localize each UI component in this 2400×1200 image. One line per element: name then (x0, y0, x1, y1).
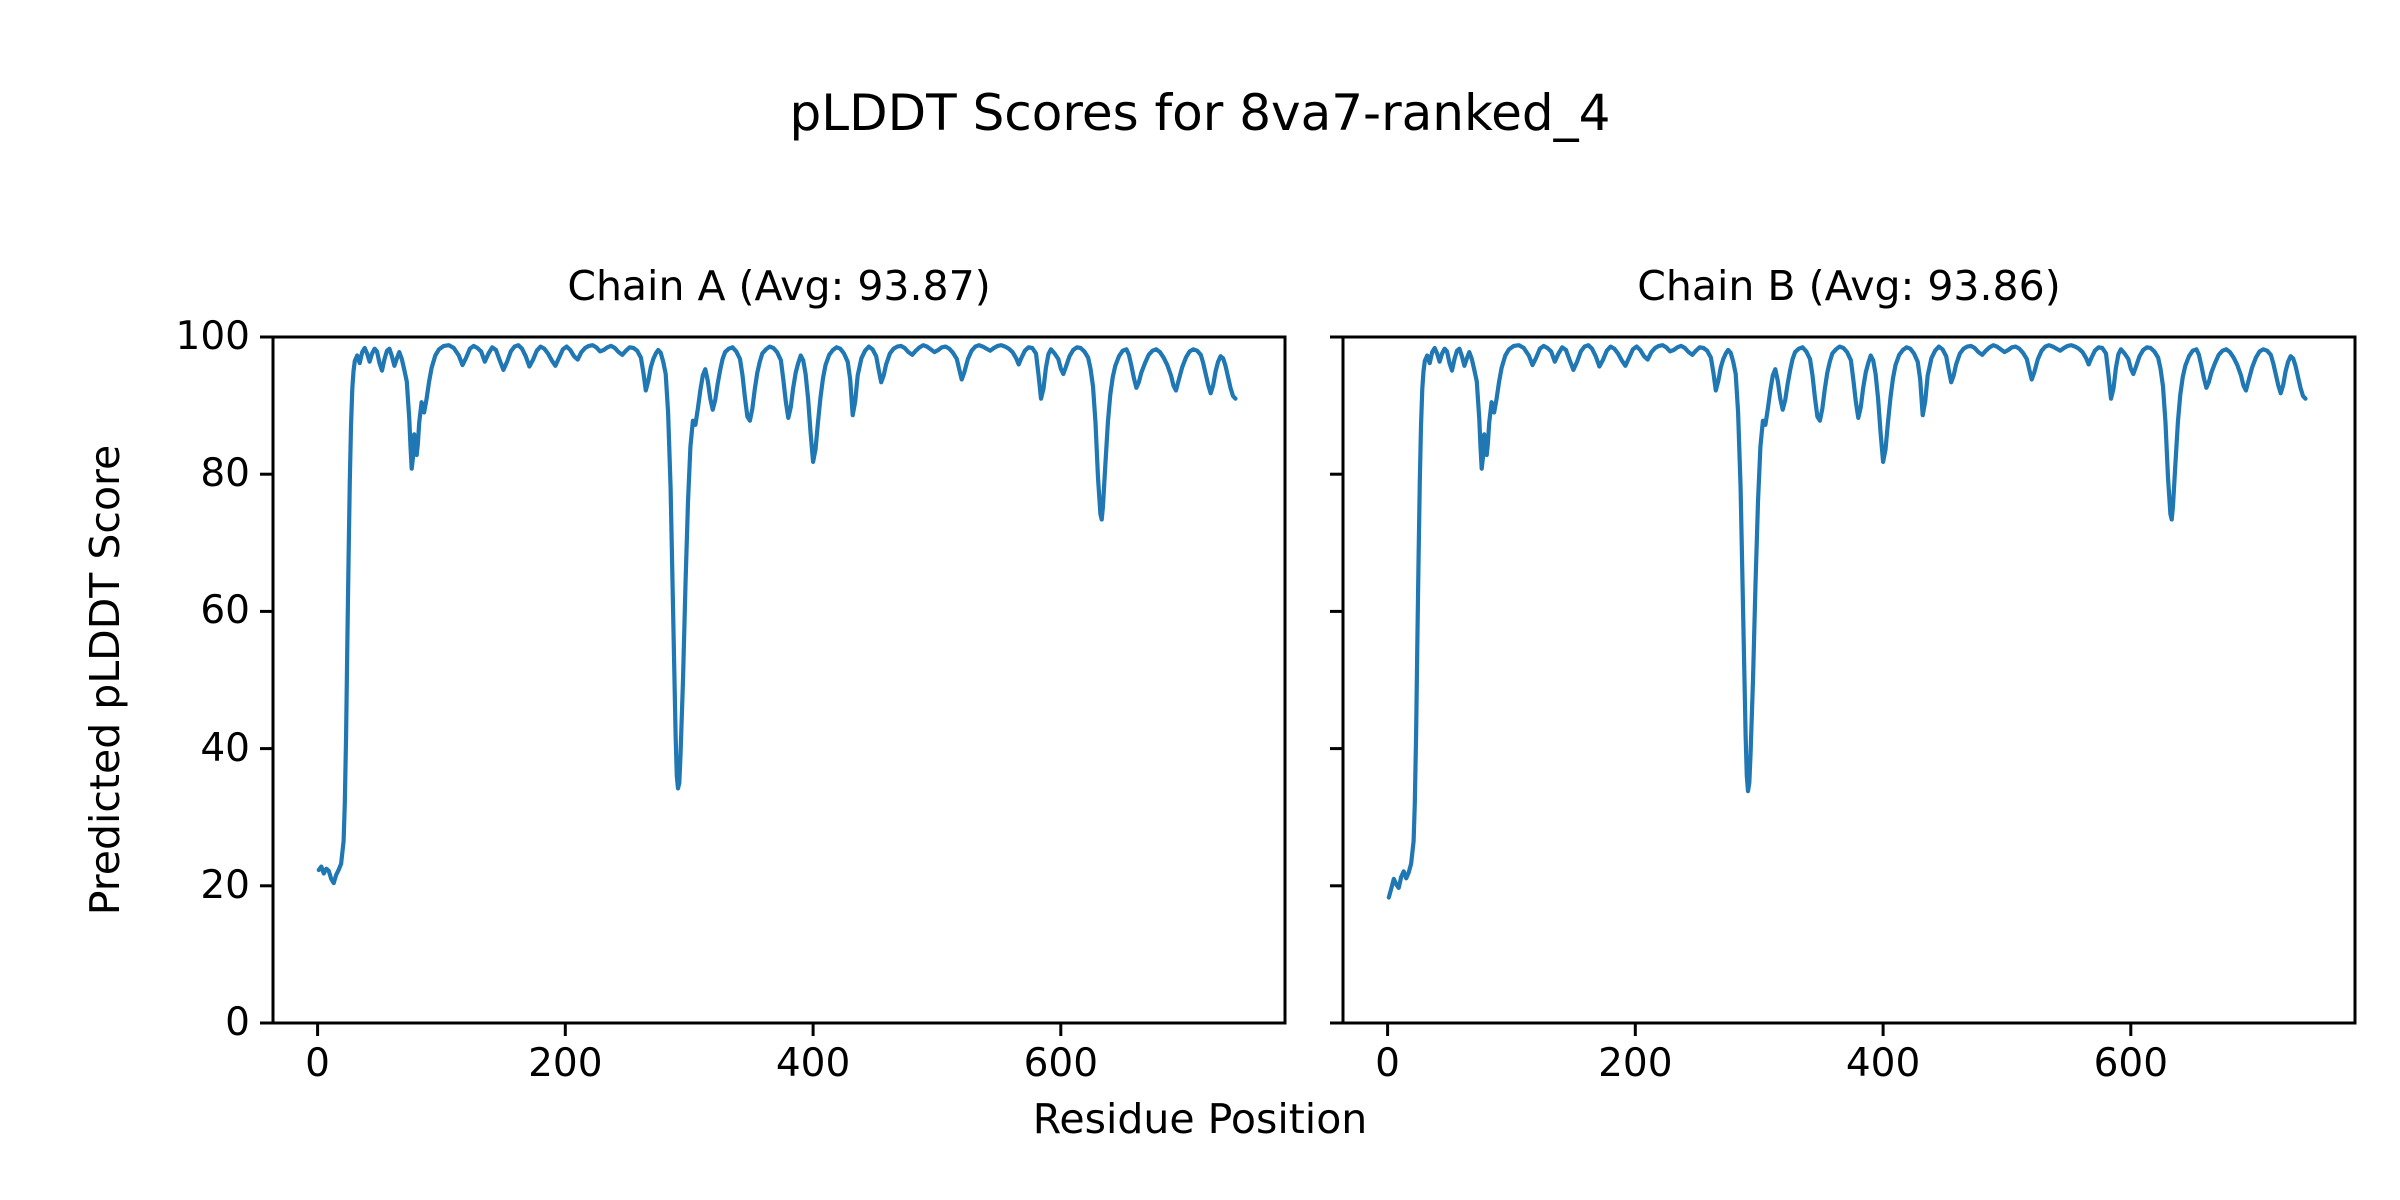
subplot-a-title: Chain A (Avg: 93.87) (567, 262, 991, 310)
x-tick-label: 400 (775, 1041, 851, 1086)
figure-title: pLDDT Scores for 8va7-ranked_4 (789, 84, 1611, 142)
axes-frame (1341, 335, 2357, 1025)
x-tick-label: 0 (305, 1041, 330, 1086)
x-tick-label: 600 (1023, 1041, 1099, 1086)
y-tick-label: 60 (200, 588, 250, 634)
x-tick-label: 600 (2093, 1041, 2169, 1086)
x-tick-label: 400 (1845, 1041, 1921, 1086)
x-tick-label: 200 (528, 1041, 603, 1086)
x-tick-label: 0 (1375, 1041, 1400, 1086)
plddt-line (316, 343, 1238, 886)
y-tick-label: 40 (200, 725, 250, 771)
plddt-line (1386, 343, 2308, 900)
y-tick-label: 0 (225, 1000, 250, 1045)
y-axis-label: Predicted pLDDT Score (81, 444, 129, 916)
y-tick-label: 100 (175, 314, 250, 359)
subplot-b-title: Chain B (Avg: 93.86) (1637, 262, 2061, 310)
axes-frame (271, 335, 1287, 1025)
y-tick-label: 80 (200, 451, 250, 497)
x-tick-label: 200 (1598, 1041, 1673, 1086)
y-tick-label: 20 (200, 862, 250, 908)
x-axis-label: Residue Position (1032, 1095, 1368, 1143)
